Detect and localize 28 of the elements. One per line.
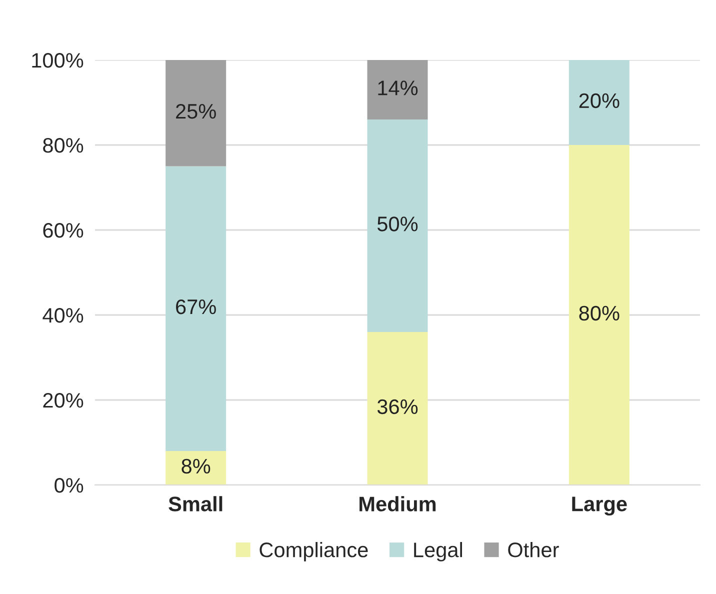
legend-label: Other	[508, 542, 559, 558]
y-tick-label: 60%	[43, 223, 84, 238]
bar	[166, 60, 226, 166]
bar	[166, 166, 226, 451]
data-label: 50%	[377, 216, 418, 232]
bar	[568, 145, 630, 485]
data-label: 14%	[378, 80, 418, 96]
bar	[568, 60, 630, 145]
y-tick-label: 40%	[42, 308, 84, 323]
bar	[166, 451, 226, 485]
legend-label: Legal	[414, 542, 462, 562]
bar	[367, 332, 428, 485]
data-label: 80%	[579, 306, 620, 321]
y-tick-label: 80%	[43, 138, 84, 153]
data-label: 8%	[182, 458, 210, 474]
data-label: 36%	[377, 399, 418, 414]
y-tick-label: 20%	[43, 393, 84, 408]
bar	[367, 120, 428, 332]
bar	[367, 60, 428, 120]
y-tick-label: 100%	[32, 53, 84, 68]
data-label: 67%	[176, 299, 216, 314]
x-tick-label: Small	[168, 496, 222, 512]
legend-label: Compliance	[260, 542, 368, 562]
y-tick-label: 0%	[54, 478, 84, 493]
data-label: 25%	[176, 104, 216, 119]
x-tick-label: Medium	[360, 496, 436, 512]
data-label: 20%	[579, 93, 620, 108]
x-tick-label: Large	[572, 496, 627, 516]
